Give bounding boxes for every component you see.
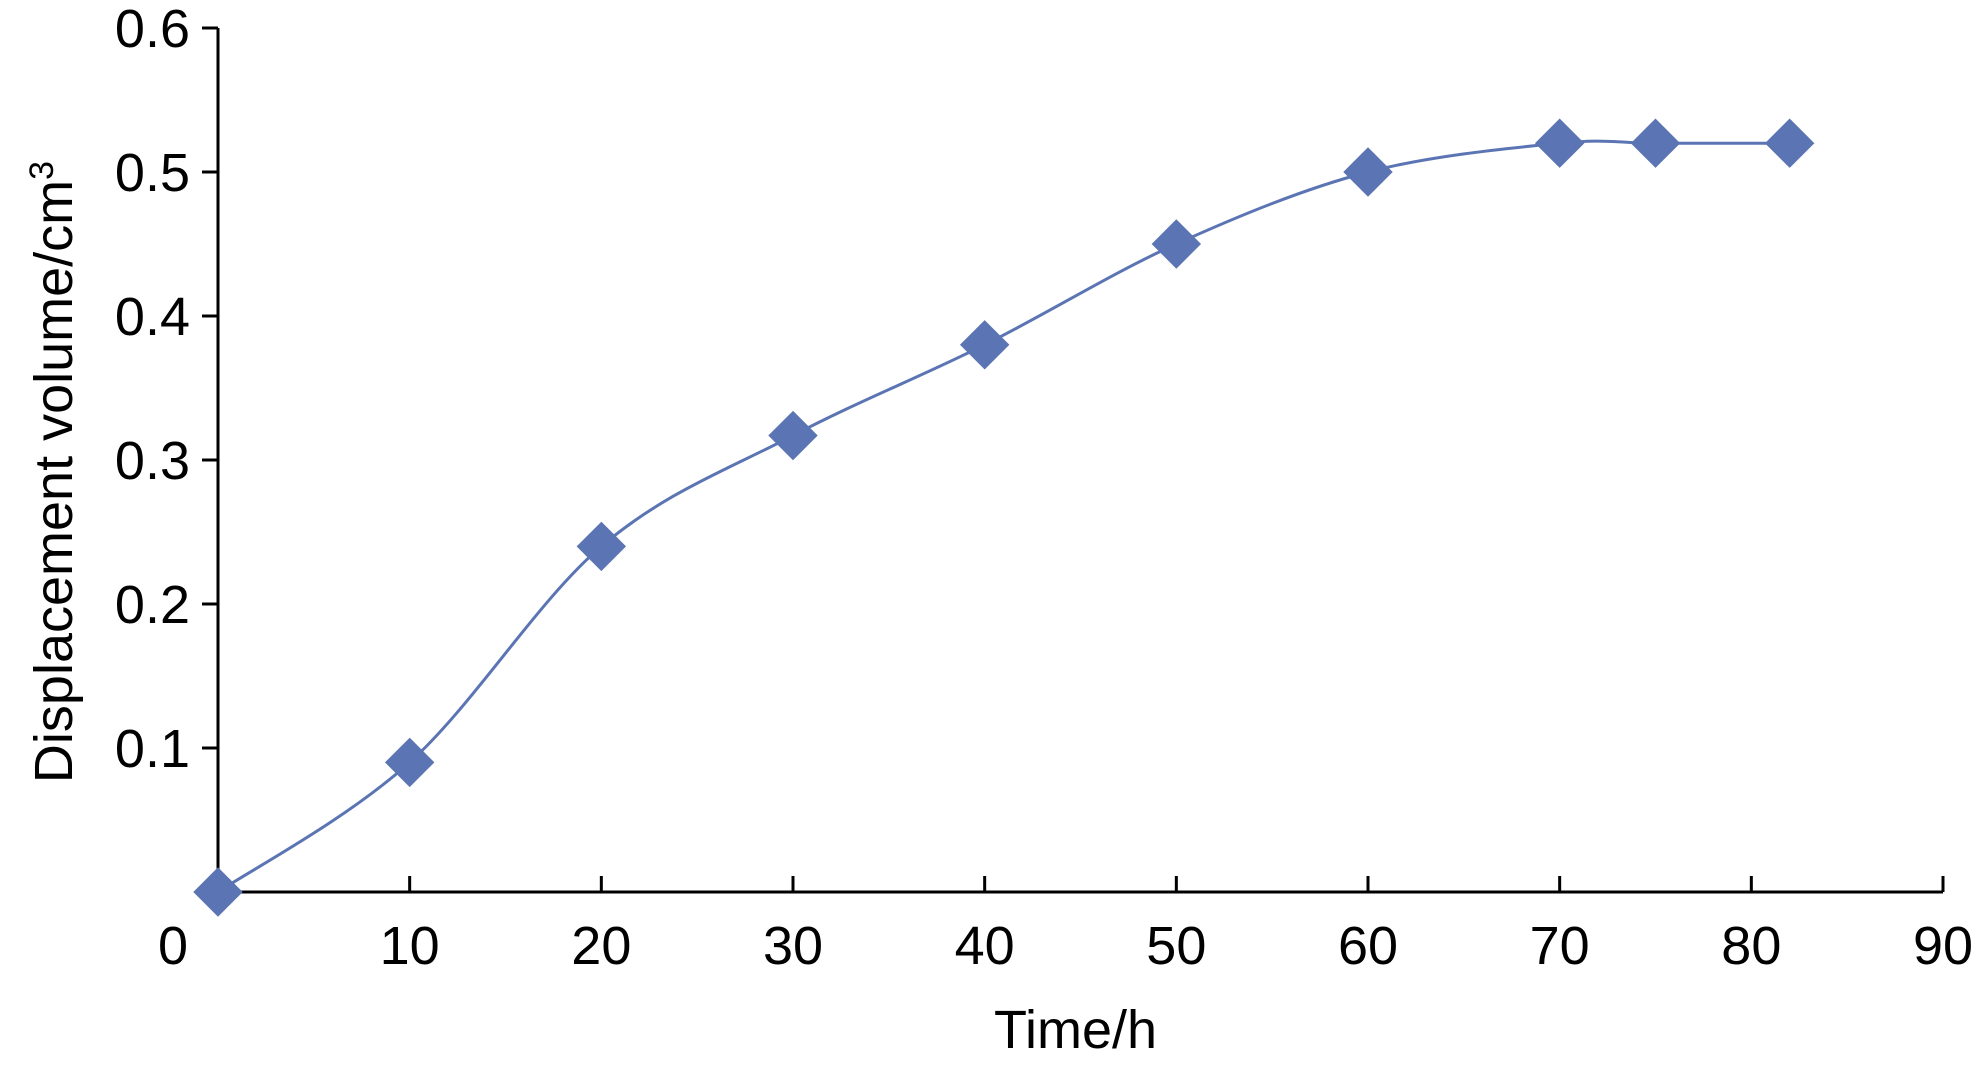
y-axis-title-superscript: 3: [23, 161, 61, 180]
y-tick-label: 0.3: [115, 431, 190, 491]
data-point-marker: [384, 737, 435, 788]
y-tick-label: 0.5: [115, 143, 190, 203]
data-point-marker: [576, 521, 627, 572]
data-point-marker: [193, 867, 243, 917]
y-tick-label: 0.1: [115, 719, 190, 779]
data-point-marker: [959, 320, 1010, 370]
x-tick-label: 90: [1913, 916, 1973, 976]
y-tick-label: 0.4: [115, 287, 190, 347]
x-tick-label: 20: [571, 916, 631, 976]
x-tick-label: 0: [158, 916, 188, 976]
y-axis-title: Displacement volume/cm3: [23, 161, 84, 783]
data-point-marker: [1630, 118, 1681, 168]
x-ticks: 0 10 20 30 40 50 60 70 80 90: [158, 876, 1973, 976]
y-tick-label: 0.6: [115, 0, 190, 59]
data-point-marker: [1151, 219, 1202, 269]
x-tick-label: 10: [380, 916, 440, 976]
x-tick-label: 70: [1530, 916, 1590, 976]
x-tick-label: 80: [1721, 916, 1781, 976]
y-axis-title-main: Displacement volume/cm: [24, 180, 84, 783]
data-point-marker: [1534, 118, 1585, 168]
data-point-marker: [768, 410, 818, 461]
x-axis-title: Time/h: [994, 1000, 1157, 1060]
x-tick-label: 50: [1146, 916, 1206, 976]
y-tick-label: 0.2: [115, 575, 190, 635]
data-point-marker: [1764, 118, 1815, 168]
y-ticks: 0.1 0.2 0.3 0.4 0.5 0.6: [115, 0, 218, 779]
axes: [216, 28, 1943, 894]
series-layer: [193, 118, 1815, 917]
data-point-marker: [1343, 147, 1393, 197]
x-tick-label: 30: [763, 916, 823, 976]
x-tick-label: 40: [955, 916, 1015, 976]
series-line: [217, 139, 1790, 894]
x-tick-label: 60: [1338, 916, 1398, 976]
